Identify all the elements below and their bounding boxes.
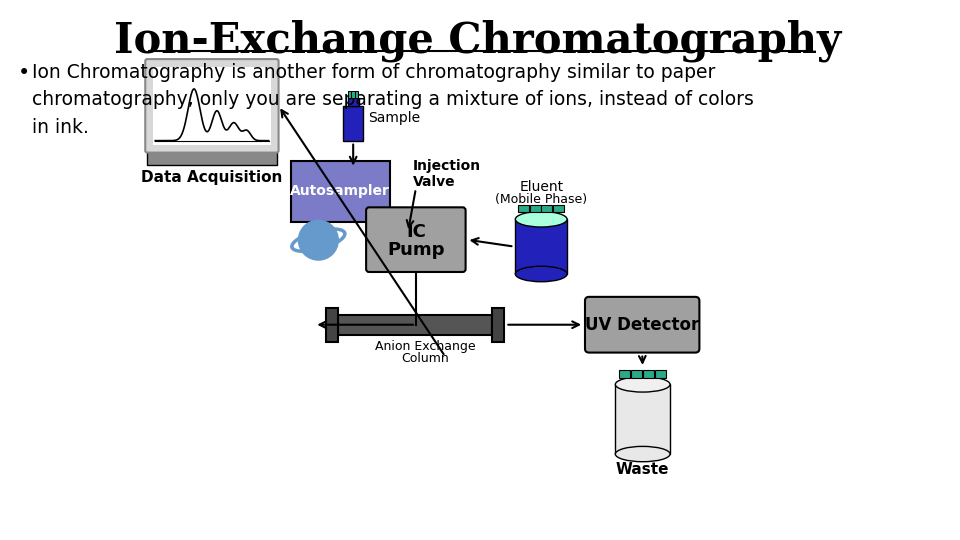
Bar [655, 370, 666, 378]
Text: IC: IC [406, 222, 426, 241]
Bar [355, 91, 358, 98]
Bar [541, 205, 552, 213]
Bar [154, 67, 271, 145]
Text: Injection: Injection [413, 159, 481, 173]
Text: Column: Column [401, 352, 449, 365]
Bar [492, 308, 504, 342]
Bar [348, 98, 359, 106]
Bar [348, 91, 350, 98]
Bar [518, 205, 529, 213]
Text: Waste: Waste [616, 462, 669, 477]
Text: Autosampler: Autosampler [290, 184, 390, 198]
Text: UV Detector: UV Detector [585, 316, 699, 334]
Ellipse shape [516, 212, 567, 227]
Ellipse shape [516, 266, 567, 282]
Text: Data Acquisition: Data Acquisition [141, 170, 282, 185]
Bar [615, 384, 670, 454]
Bar [642, 370, 654, 378]
Bar [338, 315, 492, 335]
Text: Anion Exchange: Anion Exchange [375, 340, 475, 353]
Bar [530, 205, 540, 213]
FancyBboxPatch shape [585, 297, 700, 353]
Bar [618, 370, 630, 378]
Bar [553, 205, 564, 213]
Bar [326, 308, 338, 342]
Ellipse shape [615, 447, 670, 462]
FancyBboxPatch shape [145, 59, 278, 153]
Text: Sample: Sample [368, 111, 420, 125]
Text: •: • [18, 63, 30, 83]
Bar [147, 151, 276, 165]
Bar [516, 219, 567, 274]
Text: Ion Chromatography is another form of chromatography similar to paper
chromatogr: Ion Chromatography is another form of ch… [32, 63, 754, 137]
Circle shape [299, 220, 338, 260]
Text: Ion-Exchange Chromatography: Ion-Exchange Chromatography [114, 19, 841, 62]
Text: Eluent: Eluent [519, 180, 564, 194]
Bar [351, 91, 354, 98]
Text: Valve: Valve [413, 176, 455, 190]
Text: (Mobile Phase): (Mobile Phase) [495, 193, 588, 206]
FancyBboxPatch shape [366, 207, 466, 272]
Ellipse shape [615, 377, 670, 392]
Bar [631, 370, 642, 378]
Bar [344, 106, 363, 140]
Bar [291, 160, 390, 222]
Text: Pump: Pump [387, 241, 444, 259]
